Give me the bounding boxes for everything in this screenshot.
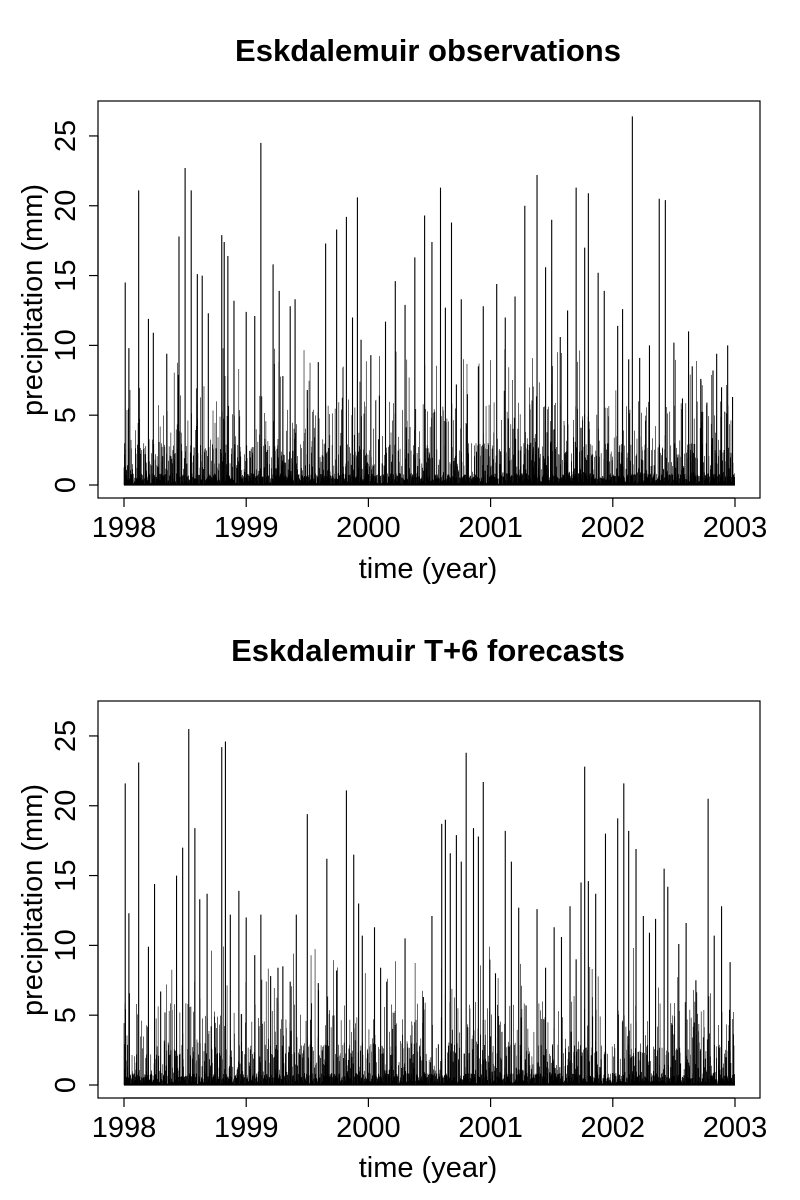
x-tick-label: 1999 (214, 512, 279, 544)
chart-title: Eskdalemuir T+6 forecasts (231, 633, 625, 668)
background-bars (123, 946, 735, 1085)
y-axis-label: precipitation (mm) (17, 784, 49, 1016)
plot-frame (97, 700, 761, 1099)
bars-group (123, 728, 735, 1086)
y-tick-label: 20 (50, 190, 82, 222)
y-tick-label: 0 (50, 477, 82, 493)
x-tick-label: 2002 (581, 1112, 646, 1144)
x-tick-label: 2003 (703, 1112, 768, 1144)
x-tick-label: 2003 (703, 512, 768, 544)
background-bars (123, 346, 735, 485)
y-tick-label: 10 (50, 929, 82, 961)
x-tick-label: 2001 (458, 1112, 523, 1144)
x-axis-label: time (year) (359, 553, 498, 585)
x-tick-label: 2000 (336, 512, 401, 544)
y-tick-label: 0 (50, 1077, 82, 1093)
panel-forecasts: Eskdalemuir T+6 forecasts 1998 1999 2000 20… (17, 633, 767, 1184)
x-tick-label: 1998 (92, 512, 157, 544)
x-tick-label: 1999 (214, 1112, 279, 1144)
y-axis: 0 5 10 15 20 25 (50, 120, 99, 493)
x-tick-label: 2001 (458, 512, 523, 544)
y-axis-label: precipitation (mm) (17, 184, 49, 416)
x-axis-label: time (year) (359, 1152, 498, 1184)
x-tick-label: 1998 (92, 1112, 157, 1144)
y-axis: 0 5 10 15 20 25 (50, 720, 99, 1093)
chart-title: Eskdalemuir observations (235, 33, 621, 68)
y-tick-label: 5 (50, 1007, 82, 1023)
y-tick-label: 25 (50, 120, 82, 152)
x-tick-label: 2000 (336, 1112, 401, 1144)
y-tick-label: 25 (50, 720, 82, 752)
y-tick-label: 20 (50, 790, 82, 822)
y-tick-label: 10 (50, 329, 82, 361)
x-axis: 1998 1999 2000 2001 2002 2003 (92, 1097, 768, 1144)
x-axis: 1998 1999 2000 2001 2002 2003 (92, 497, 768, 544)
x-tick-label: 2002 (581, 512, 646, 544)
bars-group (123, 116, 735, 486)
y-tick-label: 15 (50, 859, 82, 891)
y-tick-label: 15 (50, 259, 82, 291)
panel-observations: Eskdalemuir observations 1998 1999 2000 200… (17, 33, 767, 585)
y-tick-label: 5 (50, 407, 82, 423)
